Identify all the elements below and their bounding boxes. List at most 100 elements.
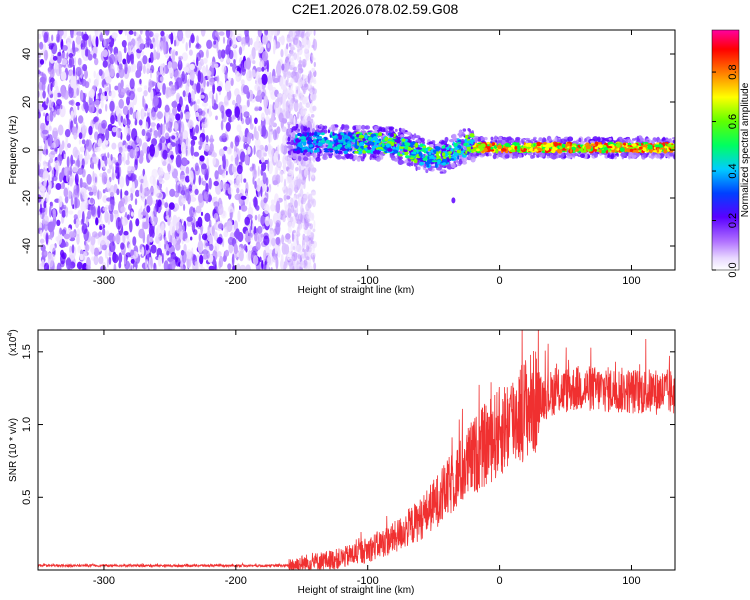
spectrogram-cell	[110, 154, 113, 161]
spectrogram-cell	[81, 191, 85, 199]
spectrogram-cell	[199, 119, 203, 131]
spectrogram-cell	[224, 249, 230, 257]
spectrogram-cell	[39, 41, 44, 50]
spectrogram-cell	[95, 72, 100, 83]
spectrogram-cell	[130, 173, 136, 182]
spectrogram-cell	[72, 64, 76, 77]
spectrogram-cell	[72, 40, 76, 54]
spectrogram-cell	[574, 152, 578, 157]
spectrogram-cell	[452, 133, 457, 140]
spectrogram-cell	[183, 203, 186, 212]
spectrogram-cell	[50, 150, 57, 155]
spectrogram-cell	[158, 175, 163, 183]
spectrogram-cell	[43, 251, 48, 256]
spectrogram-cell	[243, 111, 250, 118]
spectrogram-cell	[223, 183, 230, 191]
spectrogram-cell	[235, 94, 242, 105]
spectrogram-cell	[287, 225, 292, 234]
spectrogram-cell	[56, 92, 62, 98]
spectrogram-cell	[94, 147, 101, 152]
spectrogram-cell	[213, 213, 219, 221]
spectrogram-cell	[138, 119, 143, 126]
spectrogram-cell	[92, 162, 94, 170]
spectrogram-cell	[131, 63, 137, 72]
spectrogram-cell	[161, 124, 165, 137]
spectrogram-cell	[205, 135, 209, 143]
spectrogram-cell	[235, 72, 241, 83]
spectrogram-cell	[246, 244, 254, 251]
spectrogram-cell	[61, 52, 66, 60]
spectrogram-cell	[55, 61, 59, 70]
spectrogram-cell	[103, 38, 106, 47]
spectrogram-cell	[230, 155, 234, 162]
spectrogram-cell	[104, 248, 108, 259]
spectrogram-cell	[467, 153, 471, 160]
spectrogram-cell	[120, 206, 126, 213]
spectrogram-cell	[388, 126, 395, 131]
spectrogram-cell	[288, 91, 293, 99]
spectrogram-cell	[297, 221, 300, 230]
spectrogram-cell	[63, 233, 70, 240]
spectrogram-cell	[287, 239, 292, 244]
spectrogram-cell	[91, 244, 95, 255]
spectrogram-cell	[159, 39, 164, 52]
spectrogram-cell	[375, 156, 381, 162]
spectrogram-cell	[311, 171, 315, 179]
spectrogram-cell	[98, 69, 103, 76]
spectrogram-cell	[107, 124, 114, 132]
spectrogram-cell	[202, 180, 207, 186]
spectrogram-cell	[302, 157, 309, 161]
spectrogram-cell	[281, 63, 285, 71]
spectrogram-cell	[115, 162, 120, 173]
spectrogram-cell	[233, 179, 240, 186]
spectrogram-cell	[297, 254, 301, 259]
spectrogram-cell	[127, 65, 132, 73]
spectrogram-cell	[267, 83, 273, 91]
spectrogram-cell	[156, 111, 163, 120]
spectrogram-cell	[345, 125, 349, 129]
spectrogram-cell	[504, 154, 510, 159]
spectrogram-cell	[163, 41, 167, 55]
spectrogram-cell	[194, 162, 199, 172]
spectrogram-cell	[299, 133, 302, 137]
spectrogram-cell	[204, 144, 210, 152]
spectrogram-cell	[93, 254, 99, 266]
spectrogram-cell	[135, 218, 140, 227]
spectrogram-cell	[249, 123, 254, 130]
spectrogram-cell	[389, 155, 396, 158]
spectrogram-cell	[142, 64, 146, 74]
spectrogram-cell	[291, 70, 297, 77]
spectrogram-cell	[140, 183, 143, 194]
spectrogram-cell	[106, 197, 112, 202]
spectrogram-cell	[179, 132, 183, 141]
spectrogram-cell	[567, 136, 574, 142]
spectrogram-cell	[168, 208, 172, 218]
spectrogram-cell	[518, 153, 522, 159]
spectrogram-cell	[295, 66, 298, 71]
spectrogram-cell	[56, 108, 61, 116]
spectrogram-cell	[160, 205, 163, 210]
spectrogram-cell	[114, 233, 121, 244]
spectrogram-cell	[490, 136, 494, 141]
spectrogram-cell	[354, 128, 360, 132]
spectrogram-cell	[285, 56, 288, 64]
spectrogram-cell	[524, 137, 531, 141]
spectrogram-cell	[257, 225, 263, 234]
spectrogram-cell	[191, 90, 195, 103]
spectrogram-cell	[89, 88, 95, 99]
spectrogram-cell	[205, 242, 210, 247]
spectrogram-cell	[341, 124, 345, 130]
spectrogram-cell	[322, 138, 325, 141]
spectrogram-cell	[68, 86, 74, 99]
spectrogram-cell	[189, 63, 195, 71]
spectrogram-cell	[141, 142, 149, 154]
spectrogram-cell	[621, 139, 624, 143]
spectrogram-cell	[109, 64, 115, 78]
spectrogram-cell	[303, 181, 306, 190]
spectrogram-cell	[185, 81, 190, 95]
spectrogram-cell	[126, 133, 131, 142]
spectrogram-cell	[132, 236, 137, 247]
spectrogram-cell	[47, 134, 54, 147]
spectrogram-cell	[55, 183, 62, 190]
